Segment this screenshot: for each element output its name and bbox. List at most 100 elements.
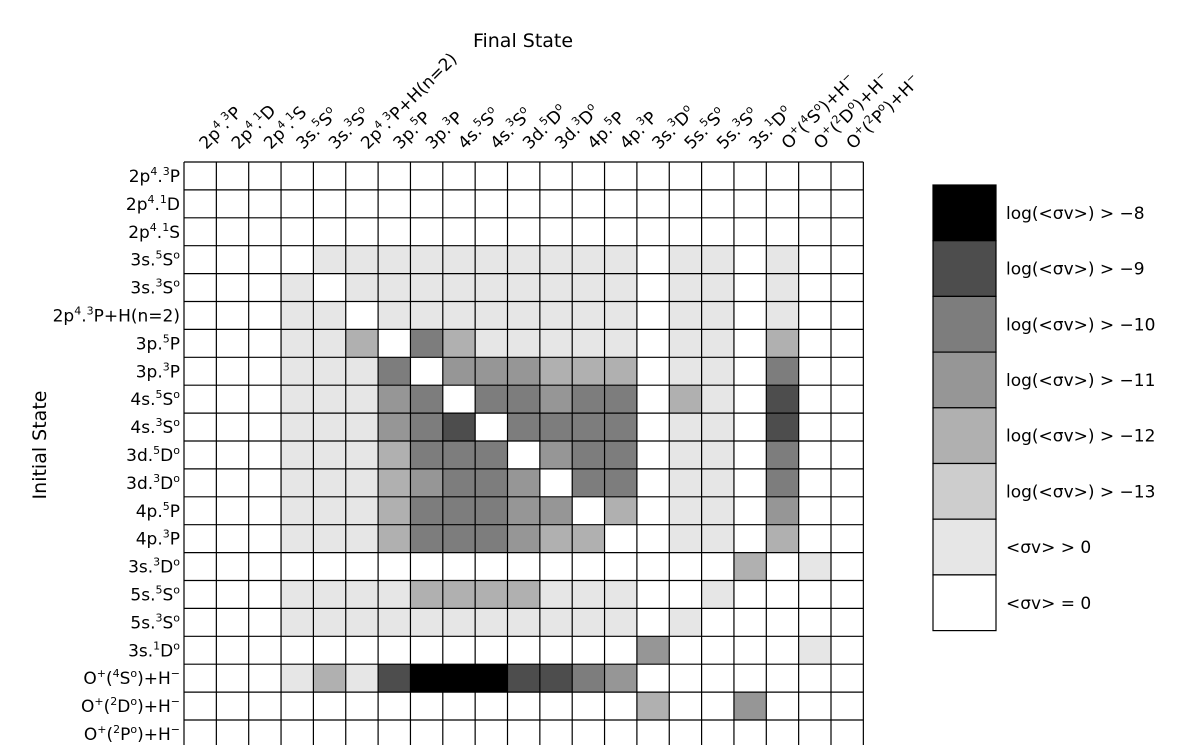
heatmap-cell [313, 441, 346, 469]
heatmap-cell [604, 664, 637, 693]
heatmap-cell [636, 385, 670, 414]
heatmap-cell [733, 301, 767, 330]
heatmap-cell [733, 636, 767, 665]
heatmap-cell [442, 636, 476, 665]
heatmap-cell [475, 636, 508, 665]
heatmap-cell [798, 720, 831, 745]
row-label: 5s.3​So​ [130, 611, 180, 633]
heatmap-cell [184, 468, 217, 497]
heatmap-cell [345, 608, 379, 637]
heatmap-cell [345, 413, 379, 441]
heatmap-cell [475, 692, 508, 720]
heatmap-cell [507, 552, 540, 581]
heatmap-cell [507, 692, 540, 720]
heatmap-cell [733, 273, 767, 302]
heatmap-cell [831, 441, 864, 469]
heatmap-cell [410, 580, 443, 609]
heatmap-cell [798, 385, 831, 414]
heatmap-cell [701, 692, 734, 720]
heatmap-cell [539, 496, 573, 525]
heatmap-cell [442, 162, 476, 190]
heatmap-cell [539, 720, 573, 745]
heatmap-cell [572, 692, 605, 720]
heatmap-cell [766, 329, 799, 358]
heatmap-cell [281, 552, 314, 581]
heatmap-cell [442, 217, 476, 246]
heatmap-cell [345, 441, 379, 469]
heatmap-cell [572, 552, 605, 581]
row-label: 2p4​.1​S [128, 221, 180, 243]
legend-label: log(<σv>) > −8 [1006, 204, 1145, 224]
heatmap-cell [216, 468, 249, 497]
row-label: 2p4​.3​P+H(n=2) [53, 304, 180, 326]
heatmap-cell [313, 189, 346, 218]
heatmap-cell [507, 385, 540, 414]
heatmap-cell [184, 720, 217, 745]
heatmap-cell [636, 329, 670, 358]
heatmap-cell [442, 692, 476, 720]
heatmap-cell [475, 301, 508, 330]
heatmap-cell [669, 608, 702, 637]
heatmap-cell [313, 329, 346, 358]
heatmap-cell [507, 357, 540, 386]
heatmap-cell [572, 245, 605, 274]
heatmap-cell [636, 162, 670, 190]
heatmap-cell [248, 636, 282, 665]
heatmap-cell [378, 413, 411, 441]
heatmap-cell [798, 413, 831, 441]
heatmap-cell [442, 441, 476, 469]
heatmap-cell [248, 441, 282, 469]
heatmap-cell [216, 636, 249, 665]
heatmap-cell [798, 692, 831, 720]
heatmap-cell [184, 608, 217, 637]
heatmap-cell [604, 357, 637, 386]
heatmap-cell [378, 720, 411, 745]
heatmap-cell [572, 385, 605, 414]
heatmap-cell [281, 413, 314, 441]
heatmap-cell [604, 720, 637, 745]
heatmap-cell [345, 385, 379, 414]
heatmap-cell [216, 162, 249, 190]
heatmap-cell [572, 413, 605, 441]
heatmap-cell [313, 496, 346, 525]
heatmap-cell [378, 245, 411, 274]
heatmap-cell [798, 273, 831, 302]
heatmap-cell [410, 552, 443, 581]
heatmap-cell [669, 496, 702, 525]
y-axis-title: Initial State [29, 391, 51, 500]
heatmap-cell [378, 692, 411, 720]
heatmap-cell [345, 664, 379, 693]
heatmap-cell [507, 413, 540, 441]
heatmap-cell [442, 385, 476, 414]
heatmap-cell [507, 301, 540, 330]
heatmap-cell [442, 720, 476, 745]
heatmap-cell [281, 720, 314, 745]
heatmap-cell [604, 245, 637, 274]
heatmap-cell [766, 524, 799, 553]
heatmap-cell [442, 301, 476, 330]
heatmap-cell [475, 189, 508, 218]
heatmap-cell [636, 441, 670, 469]
row-label: 3p.3​P [136, 360, 180, 382]
heatmap-cell [378, 496, 411, 525]
row-label: 2p4​.1​D [126, 193, 180, 215]
heatmap-cell [701, 162, 734, 190]
heatmap-cell [798, 441, 831, 469]
heatmap-cell [604, 413, 637, 441]
heatmap-cell [248, 413, 282, 441]
heatmap-cell [539, 664, 573, 693]
heatmap-cell [410, 273, 443, 302]
heatmap-cell [442, 468, 476, 497]
heatmap-cell [636, 692, 670, 720]
heatmap-cell [636, 189, 670, 218]
heatmap-cell [636, 301, 670, 330]
heatmap-cell [636, 608, 670, 637]
heatmap-cell [281, 664, 314, 693]
heatmap-cell [507, 496, 540, 525]
heatmap-cell [410, 217, 443, 246]
heatmap-cell [831, 273, 864, 302]
heatmap-cell [507, 217, 540, 246]
heatmap-cell [604, 273, 637, 302]
heatmap-cell [216, 692, 249, 720]
heatmap-cell [831, 357, 864, 386]
